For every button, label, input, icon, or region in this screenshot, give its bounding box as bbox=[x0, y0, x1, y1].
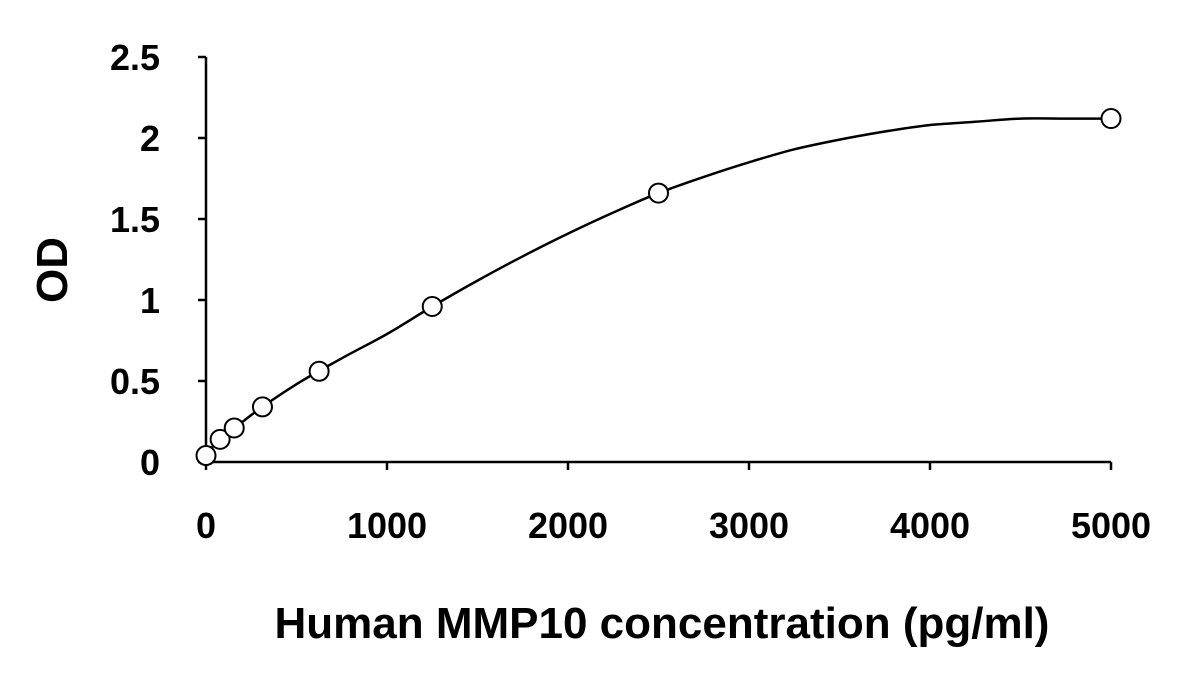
x-tick-label: 2000 bbox=[528, 505, 608, 546]
x-tick-label: 4000 bbox=[890, 505, 970, 546]
y-tick-label: 1.5 bbox=[110, 199, 160, 240]
data-point bbox=[648, 182, 669, 204]
data-point bbox=[1100, 108, 1122, 130]
data-point bbox=[308, 360, 330, 382]
data-point bbox=[421, 295, 443, 317]
data-point bbox=[251, 396, 273, 418]
fit-curve bbox=[205, 117, 1112, 454]
y-tick-label: 1 bbox=[140, 280, 160, 321]
x-tick-label: 1000 bbox=[347, 505, 427, 546]
x-axis-title: Human MMP10 concentration (pg/ml) bbox=[275, 599, 1050, 648]
y-tick-label: 2.5 bbox=[110, 37, 160, 78]
y-tick-labels: 0 0.5 1 1.5 2 2.5 bbox=[110, 37, 160, 483]
x-tick-label: 3000 bbox=[709, 505, 789, 546]
y-tick-label: 0.5 bbox=[110, 361, 160, 402]
x-tick-label: 0 bbox=[196, 505, 216, 546]
data-point bbox=[195, 445, 217, 467]
data-point bbox=[223, 417, 245, 439]
x-tick-label: 5000 bbox=[1071, 505, 1151, 546]
y-tick-label: 0 bbox=[140, 442, 160, 483]
plot-area bbox=[195, 55, 1122, 470]
data-point bbox=[209, 428, 231, 450]
x-tick-labels: 0 1000 2000 3000 4000 5000 bbox=[196, 505, 1151, 546]
y-axis-title: OD bbox=[28, 237, 77, 303]
y-tick-label: 2 bbox=[140, 118, 160, 159]
